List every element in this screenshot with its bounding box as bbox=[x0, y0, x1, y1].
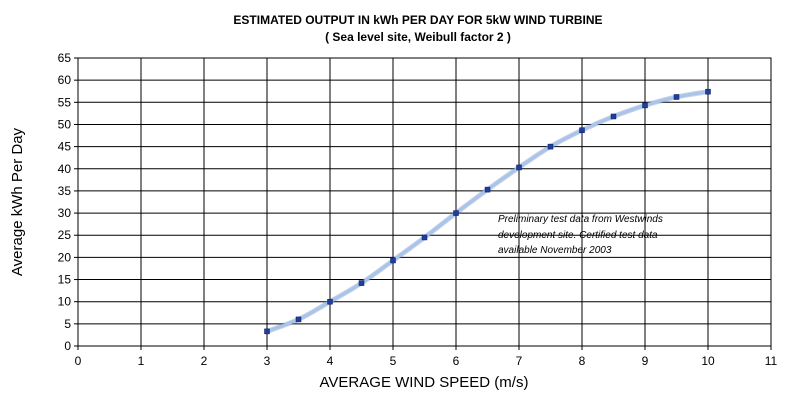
x-tick-label: 8 bbox=[579, 354, 586, 368]
x-tick-label: 5 bbox=[390, 354, 397, 368]
x-tick-label: 9 bbox=[642, 354, 649, 368]
y-tick-label: 35 bbox=[58, 184, 72, 198]
data-point-marker bbox=[516, 164, 522, 171]
data-point-marker bbox=[453, 210, 459, 216]
data-point-marker bbox=[484, 186, 491, 193]
plot-area-frame bbox=[77, 57, 772, 347]
y-tick-label: 60 bbox=[58, 73, 72, 87]
y-tick-label: 55 bbox=[58, 95, 72, 109]
x-tick-label: 3 bbox=[264, 354, 271, 368]
data-point-marker bbox=[579, 127, 585, 133]
data-series bbox=[264, 88, 711, 335]
chart-title: ESTIMATED OUTPUT IN kWh PER DAY FOR 5kW … bbox=[233, 13, 602, 27]
data-point-marker bbox=[264, 328, 270, 335]
annotation-line-1: Preliminary test data from Westwinds bbox=[498, 214, 663, 225]
x-axis-title: AVERAGE WIND SPEED (m/s) bbox=[320, 374, 529, 391]
data-point-marker bbox=[642, 102, 648, 109]
y-tick-label: 20 bbox=[58, 250, 72, 264]
x-tick-label: 6 bbox=[453, 354, 460, 368]
y-tick-label: 40 bbox=[58, 162, 72, 176]
y-tick-label: 30 bbox=[58, 206, 72, 220]
series-line bbox=[265, 90, 710, 333]
series-line-halo bbox=[264, 89, 711, 334]
annotation-line-3: available November 2003 bbox=[498, 245, 612, 256]
x-tick-label: 2 bbox=[201, 354, 208, 368]
y-tick-label: 10 bbox=[58, 295, 72, 309]
y-tick-label: 15 bbox=[58, 273, 72, 287]
x-tick-label: 4 bbox=[327, 354, 334, 368]
x-tick-label: 1 bbox=[138, 354, 145, 368]
y-tick-label: 0 bbox=[64, 339, 71, 353]
y-tick-label: 65 bbox=[58, 51, 72, 65]
x-tick-label: 11 bbox=[765, 354, 778, 368]
data-point-marker bbox=[705, 88, 711, 95]
y-tick-label: 25 bbox=[58, 228, 72, 242]
data-point-marker bbox=[610, 113, 617, 120]
x-tick-label: 0 bbox=[75, 354, 82, 368]
chart-subtitle: ( Sea level site, Weibull factor 2 ) bbox=[325, 30, 511, 44]
data-point-marker bbox=[295, 316, 302, 323]
data-point-marker bbox=[421, 234, 428, 241]
x-tick-label: 7 bbox=[516, 354, 523, 368]
annotation-line-2: development site. Certified test data bbox=[498, 230, 658, 241]
y-axis-title: Average kWh Per Day bbox=[9, 127, 26, 276]
y-tick-label: 5 bbox=[64, 317, 71, 331]
data-point-marker bbox=[358, 280, 365, 286]
y-tick-label: 45 bbox=[58, 140, 72, 154]
data-point-marker bbox=[327, 298, 333, 305]
y-tick-label: 50 bbox=[58, 117, 72, 131]
data-point-marker bbox=[673, 94, 680, 100]
data-point-marker bbox=[390, 257, 396, 264]
data-point-marker bbox=[547, 143, 554, 150]
x-tick-label: 10 bbox=[701, 354, 715, 368]
